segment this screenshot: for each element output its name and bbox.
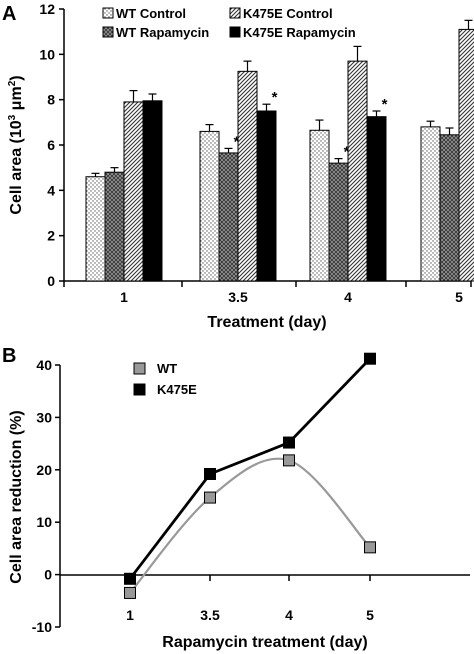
bar-solid-1 [256,110,277,282]
panel-a-x-tick-label: 4 [344,289,352,305]
panel-b-letter: B [2,345,16,367]
significance-marker: * [382,96,388,113]
panel-a-y-tick-label: 0 [47,273,55,289]
panel-a-y-tick-label: 12 [39,1,55,17]
panel-a-y-axis-title: Cell area (103 μm2) [7,75,25,214]
panel-b-y-tick-label: 0 [44,567,52,583]
data-point-k475e [124,572,136,585]
panel-b-y-tick-label: 10 [36,514,52,530]
panel-a-y-tick-label: 10 [39,46,55,62]
panel-b-x-tick-label: 1 [126,607,134,623]
panel-b-x-axis-title: Rapamycin treatment (day) [162,634,367,651]
panel-b-y-tick-label: 20 [36,462,52,478]
panel-a-y-label-close: ) [8,75,25,80]
panel-b-y-tick-label: 30 [36,409,52,425]
panel-a-y-label-unit-exponent: 2 [7,80,18,86]
panel-b-y-tick-label: -10 [32,619,52,635]
legend-label: K475E Rapamycin [243,25,356,40]
panel-a-y-tick-label: 4 [47,182,55,198]
panel-a-letter: A [2,3,16,25]
data-point-wt [283,454,295,467]
panel-a-y-tick-label: 2 [47,228,55,244]
legend-marker-k475e [133,383,146,396]
panel-b-x-tick-label: 5 [366,607,374,623]
bar-diagonal-3 [458,28,474,282]
panel-a-y-label-exponent: 3 [7,114,18,120]
panel-b-y-axis-title-text: Cell area reduction (%) [8,410,25,583]
panel-a-x-axis-title: Treatment (day) [207,314,326,331]
legend-swatch-dots [102,7,114,19]
bar-crosshatch-0 [104,171,125,282]
panel-a-y-axis-title-text: Cell area (103 μm2) [7,75,25,214]
data-point-wt [364,541,376,554]
panel-b-x-tick-label: 4 [285,607,293,623]
panel-a-x-tick-label: 5 [455,289,463,305]
panel-b: B Cell area reduction (%) -10 0 10 20 30 40 1… [2,345,470,651]
panel-b-x-tick-label: 3.5 [200,607,220,623]
bar-solid-0 [142,100,163,282]
legend-swatch-crosshatch [102,26,114,38]
significance-marker: * [234,133,240,150]
data-point-wt [124,586,136,599]
legend-label: WT Control [116,6,186,21]
panel-a-y-label-main: Cell area (10 [8,120,25,214]
bar-dots-1 [199,130,220,282]
data-point-k475e [283,436,295,449]
bar-crosshatch-2 [328,162,349,282]
legend-label: K475E [157,382,197,397]
data-point-wt [204,491,216,504]
legend-label: K475E Control [243,6,333,21]
bar-diagonal-1 [237,70,258,282]
significance-marker: * [344,144,350,161]
panel-b-y-tick-label: 40 [36,357,52,373]
bar-solid-2 [366,116,387,282]
bar-crosshatch-3 [439,134,460,282]
panel-a-y-tick-label: 6 [47,137,55,153]
panel-a-x-tick-label: 1 [120,289,128,305]
panel-a-x-tick-label: 3.5 [228,289,248,305]
panel-a-y-label-unit: μm [8,86,25,114]
bar-dots-3 [420,126,441,282]
panel-a-y-tick-label: 8 [47,92,55,108]
series-line-k475e [128,357,372,580]
series-line-wt [129,457,371,594]
legend-marker-wt [133,362,146,375]
bar-dots-0 [85,176,106,282]
legend-label: WT [157,361,177,376]
bar-crosshatch-1 [218,152,239,282]
significance-marker: * [272,89,278,106]
data-point-k475e [364,352,376,365]
bar-diagonal-2 [347,60,368,282]
bar-diagonal-0 [123,101,144,282]
legend-label: WT Rapamycin [116,25,209,40]
bar-dots-2 [309,129,330,282]
legend-swatch-solid [229,26,241,38]
legend-swatch-diagonal [229,7,241,19]
data-point-k475e [204,467,216,480]
panel-b-y-axis-title: Cell area reduction (%) [8,410,25,583]
